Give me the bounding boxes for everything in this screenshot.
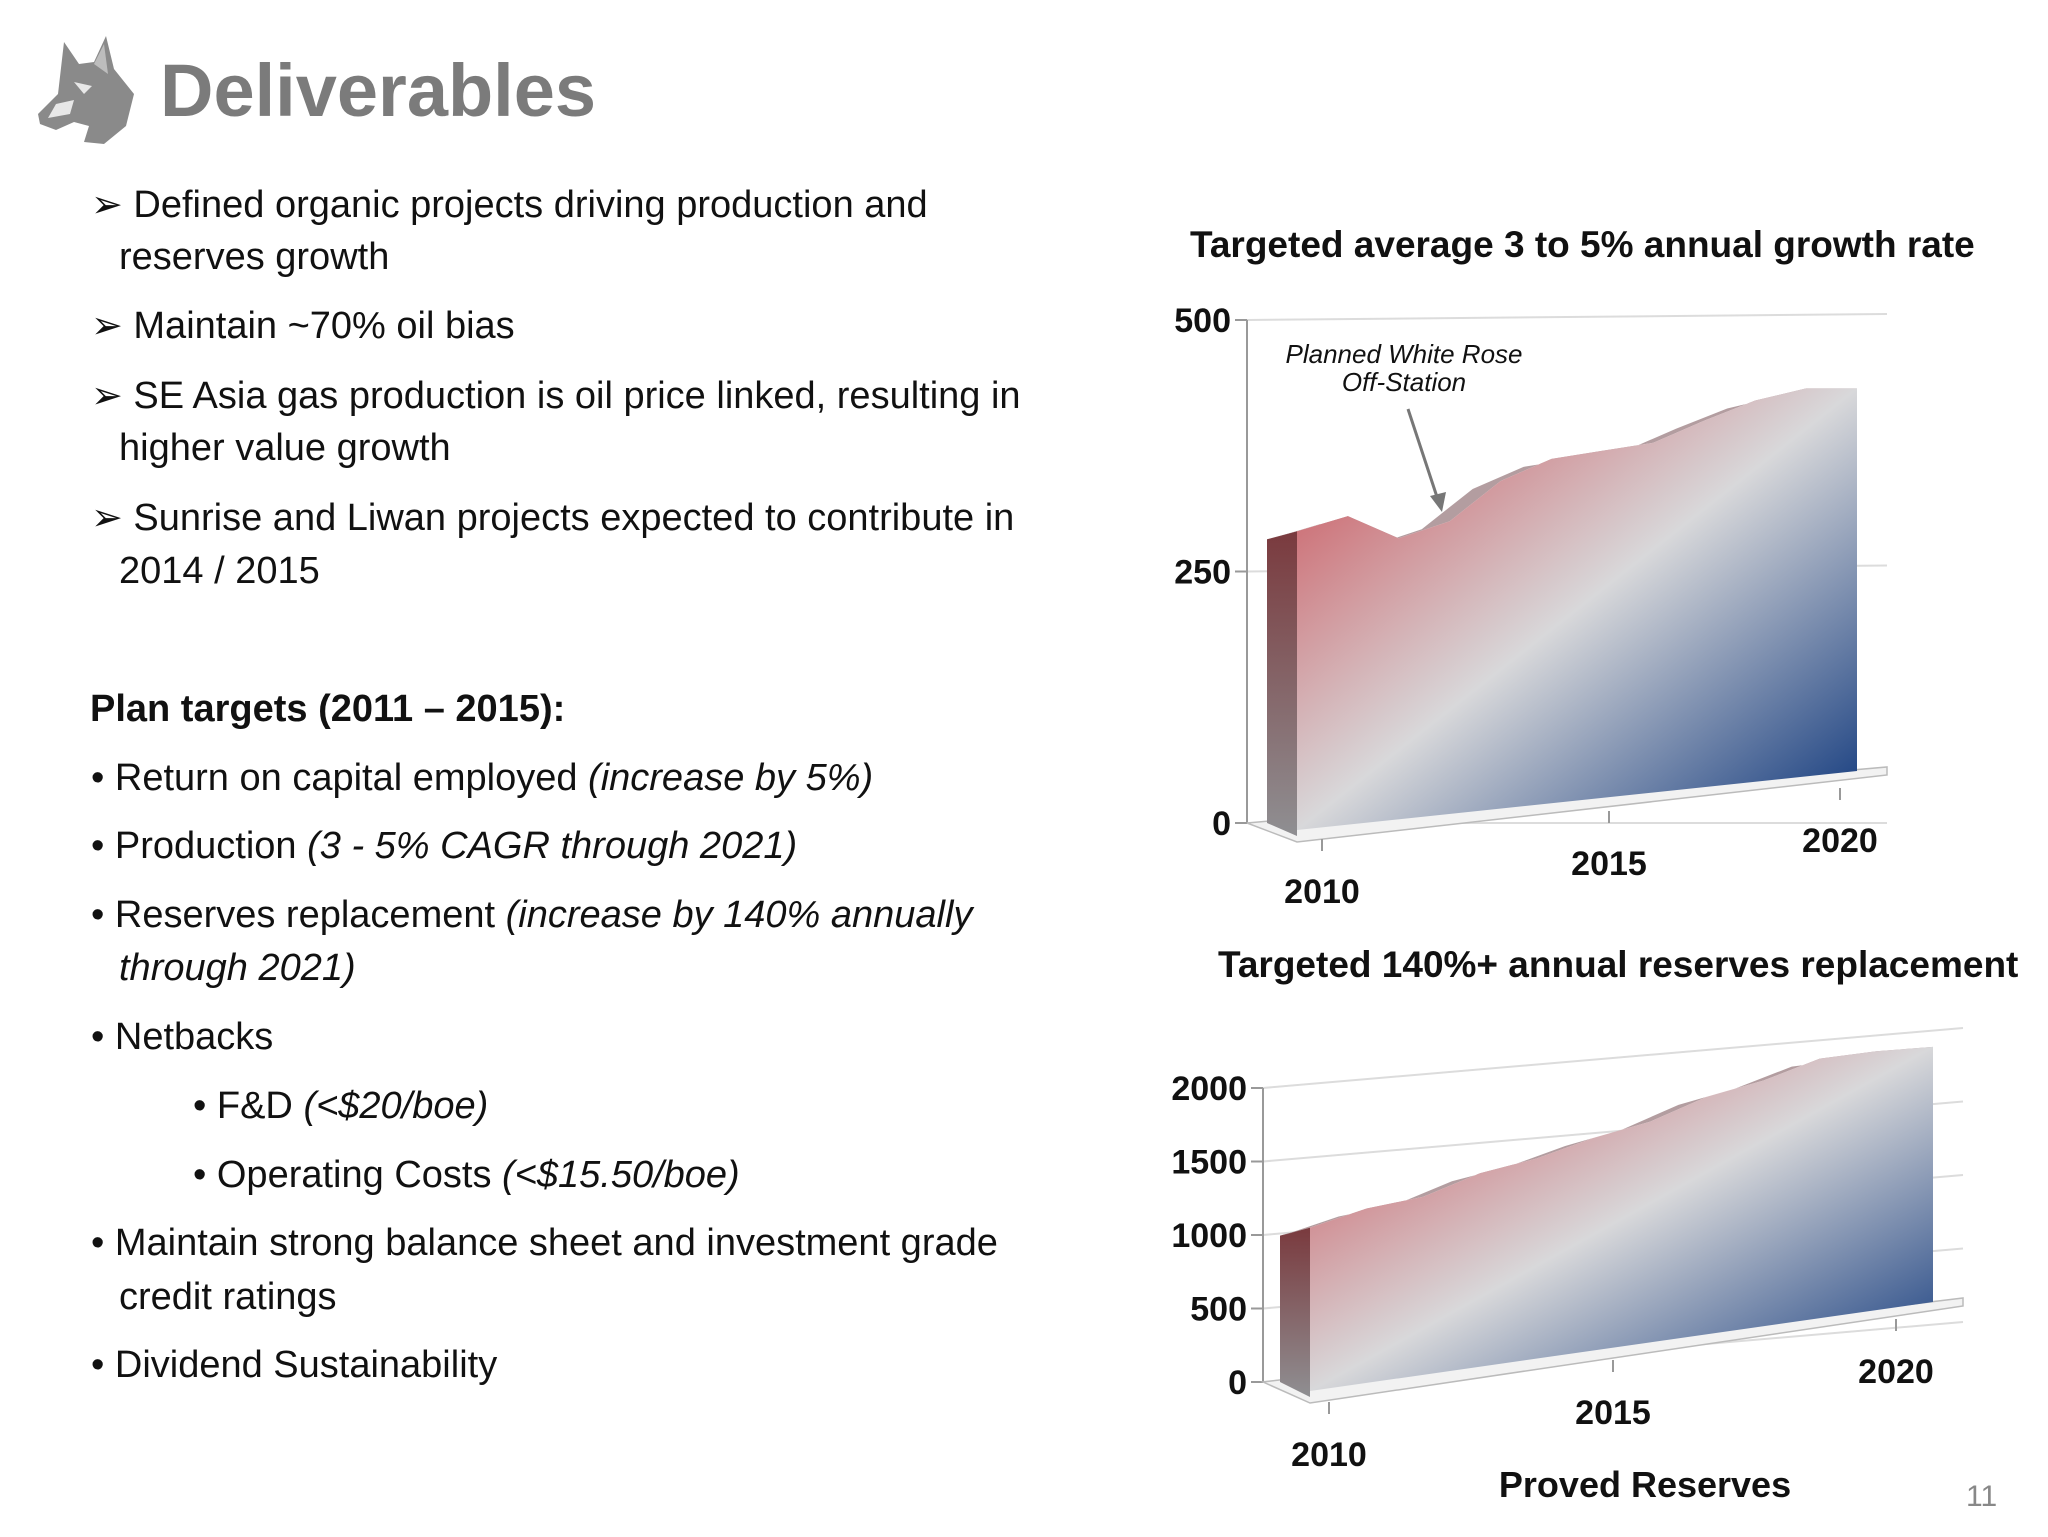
plan-item: • F&D (<$20/boe)	[193, 1081, 488, 1131]
plan-item-text: Netbacks	[114, 1016, 274, 1058]
chart-2: 0 500 1000 1500 2000 2010 2015 2020 Proved Reser…	[1171, 1027, 1964, 1505]
bullet-text: reserves growth	[119, 236, 390, 278]
y-tick-label: 250	[1174, 554, 1231, 592]
y-tick-label: 1000	[1171, 1217, 1247, 1255]
arrow-bullet-icon: ➢	[91, 305, 123, 347]
y-tick-label: 500	[1174, 302, 1231, 340]
plan-item-note: through 2021)	[119, 947, 356, 989]
bullet-continuation: reserves growth	[119, 232, 389, 282]
plan-item: • Netbacks	[91, 1012, 273, 1062]
gridline	[1262, 1027, 1964, 1089]
plan-item-continuation: credit ratings	[119, 1272, 337, 1322]
bullet-item: ➢ Maintain ~70% oil bias	[91, 301, 515, 351]
plan-item: • Reserves replacement (increase by 140%…	[91, 890, 972, 940]
bullet-dot-icon: •	[91, 825, 105, 867]
y-tick-label: 500	[1190, 1291, 1247, 1329]
bullet-item: ➢ SE Asia gas production is oil price li…	[91, 371, 1021, 421]
plan-item: • Dividend Sustainability	[91, 1340, 497, 1390]
x-tick-label: 2020	[1802, 822, 1878, 860]
annotation-text: Off-Station	[1342, 367, 1466, 397]
area-series	[1297, 388, 1857, 830]
plan-heading-row: Plan targets (2011 – 2015):	[90, 684, 565, 734]
arrow-bullet-icon: ➢	[91, 375, 123, 417]
y-tick-label: 2000	[1171, 1070, 1247, 1108]
bullet-dot-icon: •	[91, 894, 105, 936]
bullet-text: Defined organic projects driving product…	[133, 184, 928, 226]
plan-item-text: Dividend Sustainability	[114, 1344, 498, 1386]
plan-item-note: (increase by 5%)	[588, 757, 874, 799]
x-tick-label: 2015	[1575, 1394, 1651, 1432]
plan-item: • Operating Costs (<$15.50/boe)	[193, 1150, 740, 1200]
plan-item-text: Operating Costs	[216, 1154, 503, 1196]
plan-item-note: (3 - 5% CAGR through 2021)	[307, 825, 798, 867]
plan-item-text: Production	[114, 825, 308, 867]
bullet-text: Maintain ~70% oil bias	[133, 305, 515, 347]
bullet-dot-icon: •	[91, 1344, 105, 1386]
plan-item-text: Reserves replacement	[114, 894, 506, 936]
chart-1: 0 250 500 2010 2015 2020 Planned White RoseOff…	[1174, 302, 1888, 911]
page-title: Deliverables	[160, 49, 597, 132]
plan-item-text: Return on capital employed	[114, 757, 589, 799]
bullet-dot-icon: •	[91, 1222, 105, 1264]
bullet-continuation: 2014 / 2015	[119, 546, 320, 596]
husky-logo-icon	[38, 36, 134, 144]
chart-2-title: Targeted 140%+ annual reserves replaceme…	[1218, 944, 2019, 985]
plan-item-continuation: through 2021)	[119, 943, 356, 993]
x-tick-label: 2020	[1858, 1353, 1934, 1391]
bullet-text: SE Asia gas production is oil price link…	[133, 375, 1021, 417]
y-tick-label: 0	[1228, 1364, 1247, 1402]
chart-1-title: Targeted average 3 to 5% annual growth r…	[1190, 224, 1975, 265]
x-tick-label: 2010	[1291, 1436, 1367, 1474]
area-side-face	[1280, 1227, 1310, 1397]
y-tick-label: 0	[1212, 805, 1231, 843]
bullet-continuation: higher value growth	[119, 423, 451, 473]
gridline	[1246, 313, 1888, 321]
x-axis-label: Proved Reserves	[1499, 1464, 1791, 1505]
page-number: 11	[1966, 1480, 1998, 1513]
bullet-item: ➢ Sunrise and Liwan projects expected to…	[91, 493, 1014, 543]
bullet-dot-icon: •	[91, 757, 105, 799]
area-series	[1310, 1046, 1933, 1391]
plan-item-note: (increase by 140% annually	[505, 894, 973, 936]
area-side-face	[1267, 531, 1297, 836]
bullet-text: 2014 / 2015	[119, 550, 320, 592]
plan-heading: Plan targets (2011 – 2015):	[90, 688, 566, 730]
plan-item-note: (<$15.50/boe)	[502, 1154, 740, 1196]
y-tick-label: 1500	[1171, 1144, 1247, 1182]
arrow-bullet-icon: ➢	[91, 184, 123, 226]
bullet-dot-icon: •	[193, 1085, 207, 1127]
bullet-item: ➢ Defined organic projects driving produ…	[91, 180, 928, 230]
plan-item-text: credit ratings	[119, 1276, 337, 1318]
bullet-text: higher value growth	[119, 427, 451, 469]
bullet-text: Sunrise and Liwan projects expected to c…	[133, 497, 1015, 539]
bullet-dot-icon: •	[193, 1154, 207, 1196]
plan-item: • Production (3 - 5% CAGR through 2021)	[91, 821, 797, 871]
plan-item-note: (<$20/boe)	[303, 1085, 489, 1127]
annotation-arrowhead-icon	[1430, 492, 1446, 512]
plan-item: • Maintain strong balance sheet and inve…	[91, 1218, 998, 1268]
plan-item: • Return on capital employed (increase b…	[91, 753, 873, 803]
annotation-arrow	[1406, 408, 1440, 501]
annotation-text: Planned White Rose	[1285, 339, 1522, 369]
arrow-bullet-icon: ➢	[91, 497, 123, 539]
plan-item-text: F&D	[216, 1085, 304, 1127]
bullet-dot-icon: •	[91, 1016, 105, 1058]
x-tick-label: 2010	[1284, 873, 1360, 911]
x-tick-label: 2015	[1571, 845, 1647, 883]
plan-item-text: Maintain strong balance sheet and invest…	[114, 1222, 998, 1264]
